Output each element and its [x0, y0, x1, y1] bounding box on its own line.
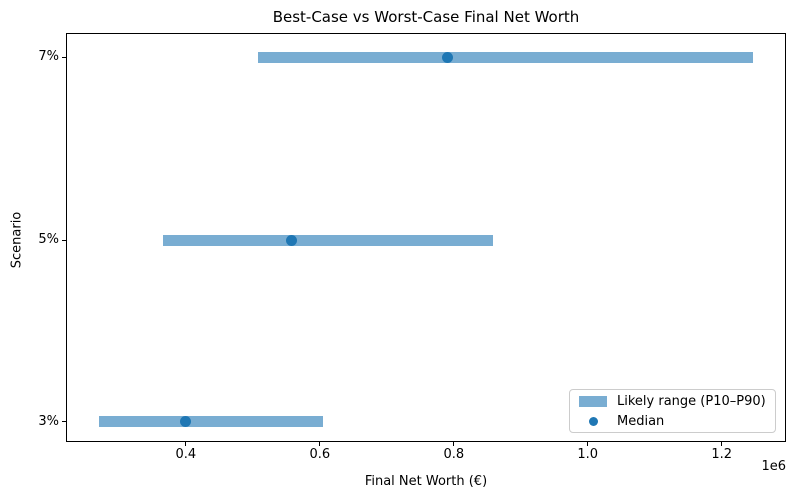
x-tick-label: 0.6: [309, 447, 331, 462]
x-tick-label: 1.0: [577, 447, 599, 462]
legend: Likely range (P10–P90) Median: [569, 389, 776, 433]
legend-row: Median: [579, 412, 775, 430]
y-tick-label: 5%: [38, 232, 59, 248]
y-tick-label: 3%: [38, 413, 59, 429]
x-tick-mark: [319, 442, 321, 446]
range-bar: [257, 51, 753, 63]
x-tick-mark: [453, 442, 455, 446]
y-tick-label: 7%: [38, 49, 59, 64]
x-tick-mark: [587, 442, 589, 446]
x-tick-mark: [721, 442, 723, 446]
y-tick-mark: [62, 56, 66, 58]
median-dot: [441, 51, 453, 63]
x-tick-label: 0.4: [175, 447, 197, 462]
x-axis-label: Final Net Worth (€): [364, 474, 488, 489]
legend-range-patch-icon: [579, 395, 607, 407]
legend-median-dot-icon: [579, 416, 607, 426]
range-bar: [98, 416, 324, 428]
median-dot: [285, 234, 297, 246]
legend-label: Median: [617, 413, 665, 429]
x-tick-label: 0.8: [443, 447, 465, 462]
x-axis-offset-label: 1e6: [761, 459, 786, 474]
x-tick-label: 1.2: [711, 447, 733, 462]
median-dot: [180, 416, 192, 428]
y-tick-mark: [62, 239, 66, 241]
y-tick-mark: [62, 421, 66, 423]
x-tick-mark: [185, 442, 187, 446]
legend-median-dot-icon: [588, 416, 598, 426]
legend-label: Likely range (P10–P90): [617, 393, 766, 409]
range-bar: [163, 234, 493, 246]
legend-row: Likely range (P10–P90): [579, 392, 775, 410]
chart-title: Best-Case vs Worst-Case Final Net Worth: [272, 8, 580, 26]
